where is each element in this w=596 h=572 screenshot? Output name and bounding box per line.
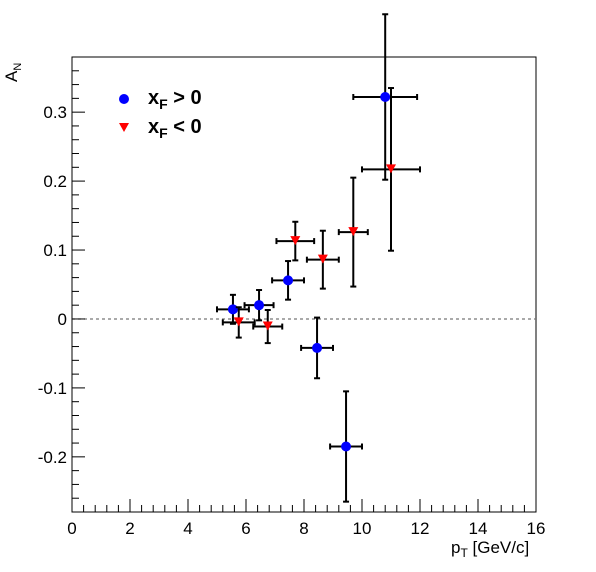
data-point-xf-positive	[341, 441, 352, 452]
legend-marker-circle	[119, 94, 129, 104]
x-axis-title: pT [GeV/c]	[451, 538, 529, 560]
x-tick-label: 10	[353, 519, 372, 538]
data-point-xf-negative	[262, 321, 273, 331]
legend-label-series-2: xF < 0	[148, 116, 202, 141]
data-point-xf-negative	[233, 317, 244, 327]
y-tick-label: -0.1	[38, 379, 67, 398]
x-tick-label: 16	[527, 519, 546, 538]
legend-2-rest: < 0	[168, 116, 202, 138]
legend-label-series-1: xF > 0	[148, 87, 202, 112]
x-tick-label: 4	[183, 519, 192, 538]
data-point-xf-positive	[380, 91, 391, 102]
legend-2-main: x	[148, 116, 159, 138]
legend-marker-triangle	[119, 123, 129, 132]
y-tick-label: 0.2	[43, 172, 67, 191]
x-tick-label: 2	[125, 519, 134, 538]
y-tick-label: 0.1	[43, 241, 67, 260]
legend-1-sub: F	[159, 96, 168, 112]
data-point-xf-positive	[227, 304, 238, 315]
plot-frame	[71, 56, 537, 513]
axis-ticks	[71, 56, 537, 513]
legend-1-rest: > 0	[168, 87, 202, 109]
data-point-xf-negative	[386, 164, 396, 174]
y-axis-title-main: A	[2, 70, 21, 82]
data-point-xf-positive	[254, 300, 265, 311]
x-tick-label: 8	[299, 519, 308, 538]
data-point-xf-positive	[283, 275, 294, 286]
x-tick-label: 0	[67, 519, 76, 538]
x-tick-label: 12	[411, 519, 430, 538]
x-axis-title-rest: [GeV/c]	[468, 538, 529, 557]
y-tick-label: 0.3	[43, 103, 67, 122]
y-tick-label: 0	[58, 310, 67, 329]
x-tick-label: 6	[241, 519, 250, 538]
data-point-xf-positive	[312, 342, 323, 353]
legend-2-sub: F	[159, 125, 168, 141]
axis-tick-labels: 0 2 4 6 8 10 12 14 16 -0.2 -0.1 0 0.1 0.2 0.3	[38, 103, 546, 538]
data-markers	[216, 13, 421, 503]
y-tick-label: -0.2	[38, 448, 67, 467]
x-tick-label: 14	[469, 519, 488, 538]
y-axis-title: AN	[2, 63, 24, 82]
y-axis-title-sub: N	[12, 63, 24, 71]
data-point-xf-negative	[290, 236, 301, 246]
data-point-xf-negative	[317, 254, 328, 264]
legend-1-main: x	[148, 87, 159, 109]
x-axis-title-sub: T	[460, 546, 468, 560]
x-axis-title-main: p	[451, 538, 460, 557]
legend: xF > 0 xF < 0	[119, 87, 202, 141]
data-point-xf-negative	[348, 227, 359, 237]
